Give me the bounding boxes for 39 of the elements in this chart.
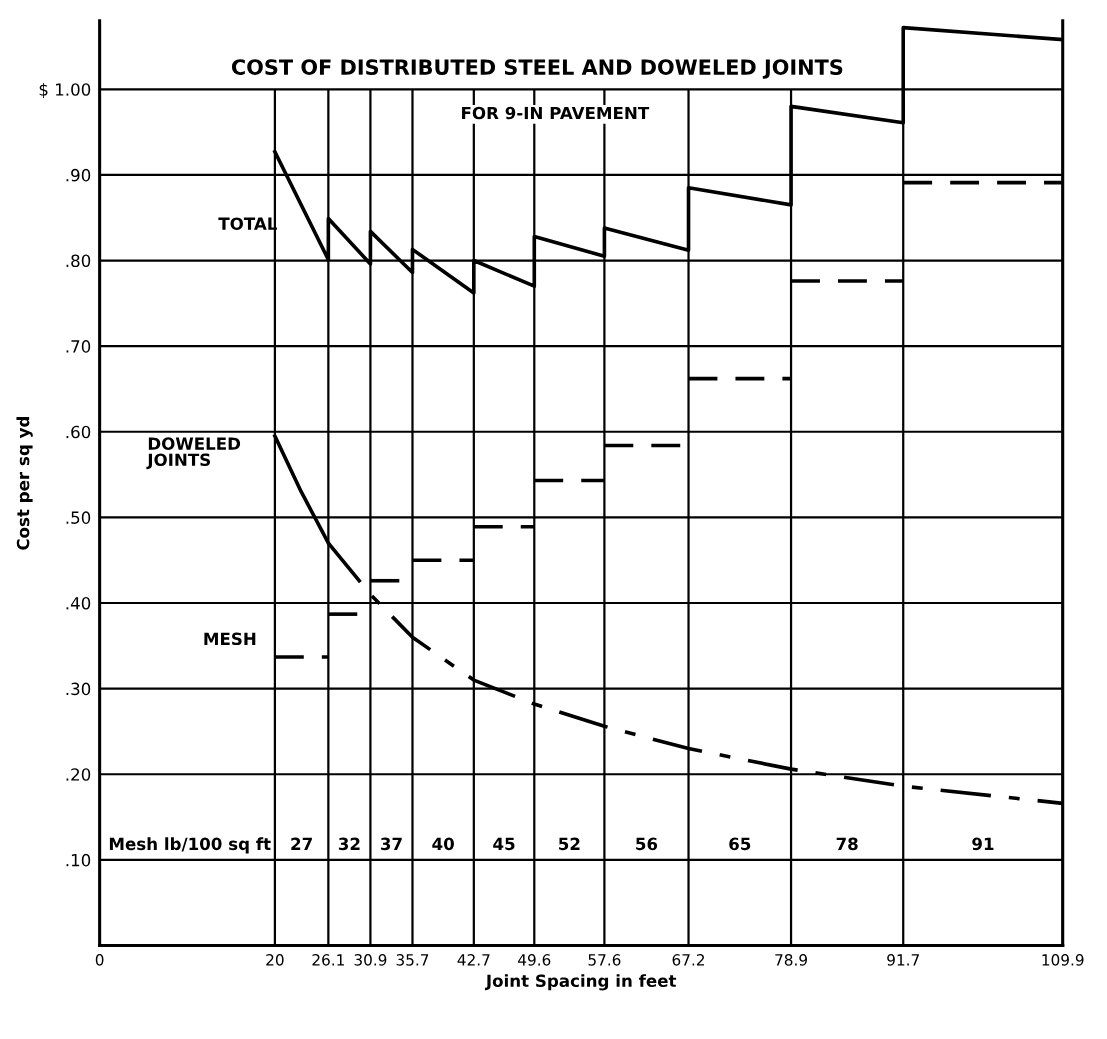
annotation: 32 (338, 837, 360, 851)
x-tick-label: 91.7 (887, 954, 919, 966)
text: DOWELED JOINTS (146, 437, 241, 470)
x-tick-label: 42.7 (457, 954, 490, 966)
y-axis-title: Cost per sq yd (16, 416, 33, 550)
annotation: 78 (836, 837, 858, 851)
annotation: Mesh lb/100 sq ft (109, 837, 271, 854)
annotation: 91 (972, 837, 994, 851)
text: FOR 9-IN PAVEMENT (462, 106, 650, 120)
annotation: 56 (636, 837, 658, 851)
annotation: 27 (291, 837, 312, 850)
text: COST OF DISTRIBUTED STEEL AND DOWELED JOINTS (231, 59, 843, 79)
x-tick-label: 30.9 (354, 954, 387, 966)
y-tick-label: .40 (66, 596, 91, 610)
x-tick-label: 109.9 (1042, 954, 1084, 966)
y-tick-label: .80 (66, 254, 91, 268)
x-tick-label: 78.9 (775, 954, 807, 966)
y-tick-label: .10 (66, 853, 91, 867)
y-tick-label: .90 (66, 168, 91, 182)
x-tick-label: 20 (266, 954, 284, 966)
annotation: 45 (493, 837, 515, 851)
y-tick-label: .50 (66, 511, 91, 524)
series-label: MESH (204, 632, 256, 646)
annotation: 40 (432, 837, 454, 851)
y-tick-label: .70 (66, 340, 91, 353)
x-tick-label: 67.2 (672, 954, 704, 966)
x-tick-label: 35.7 (396, 954, 429, 966)
annotation: 52 (559, 837, 580, 851)
x-tick-label: 57.6 (588, 954, 621, 966)
annotation: 65 (729, 837, 751, 851)
annotation: 37 (380, 837, 402, 851)
x-tick-label: 49.6 (518, 954, 551, 966)
y-tick-label: .20 (66, 768, 91, 781)
x-tick-label: 0 (95, 954, 104, 966)
x-tick-label: 26.1 (312, 954, 344, 966)
y-tick-label: .60 (66, 425, 91, 439)
y-tick-label: .30 (66, 682, 91, 696)
x-axis-title: Joint Spacing in feet (484, 974, 677, 991)
y-tick-label: $ 1.00 (39, 82, 91, 99)
